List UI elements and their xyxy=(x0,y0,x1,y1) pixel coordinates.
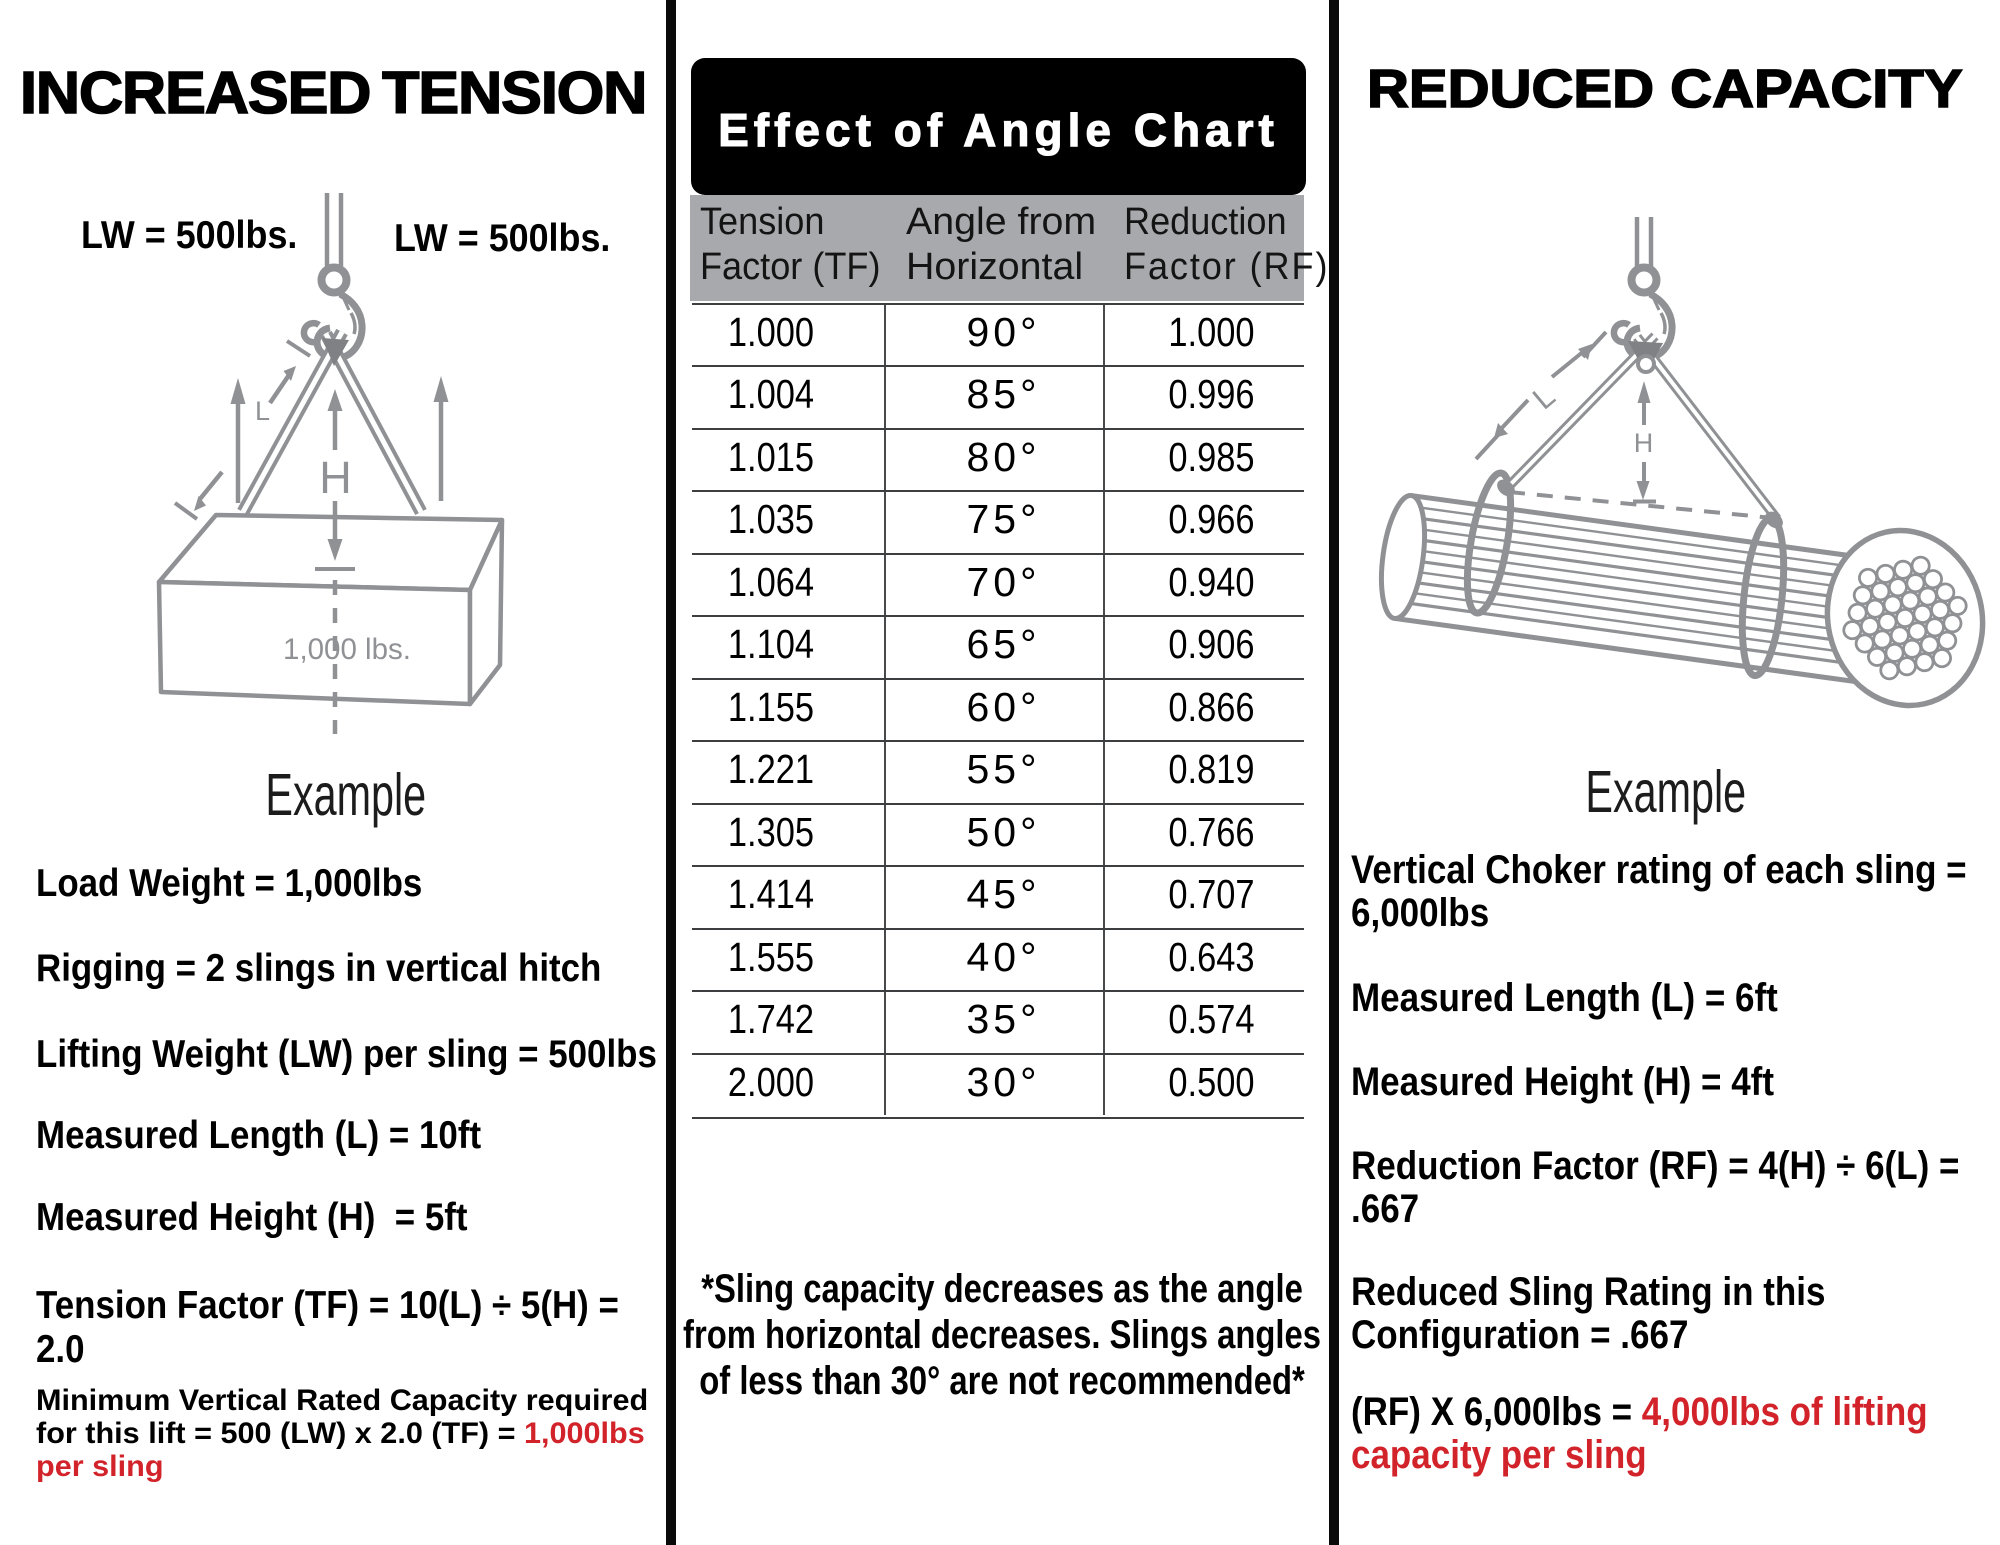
svg-text:1,000 lbs.: 1,000 lbs. xyxy=(283,633,411,666)
svg-text:L: L xyxy=(255,396,270,426)
svg-text:L: L xyxy=(1526,378,1562,416)
svg-text:H: H xyxy=(319,452,352,503)
svg-text:H: H xyxy=(1634,428,1654,458)
